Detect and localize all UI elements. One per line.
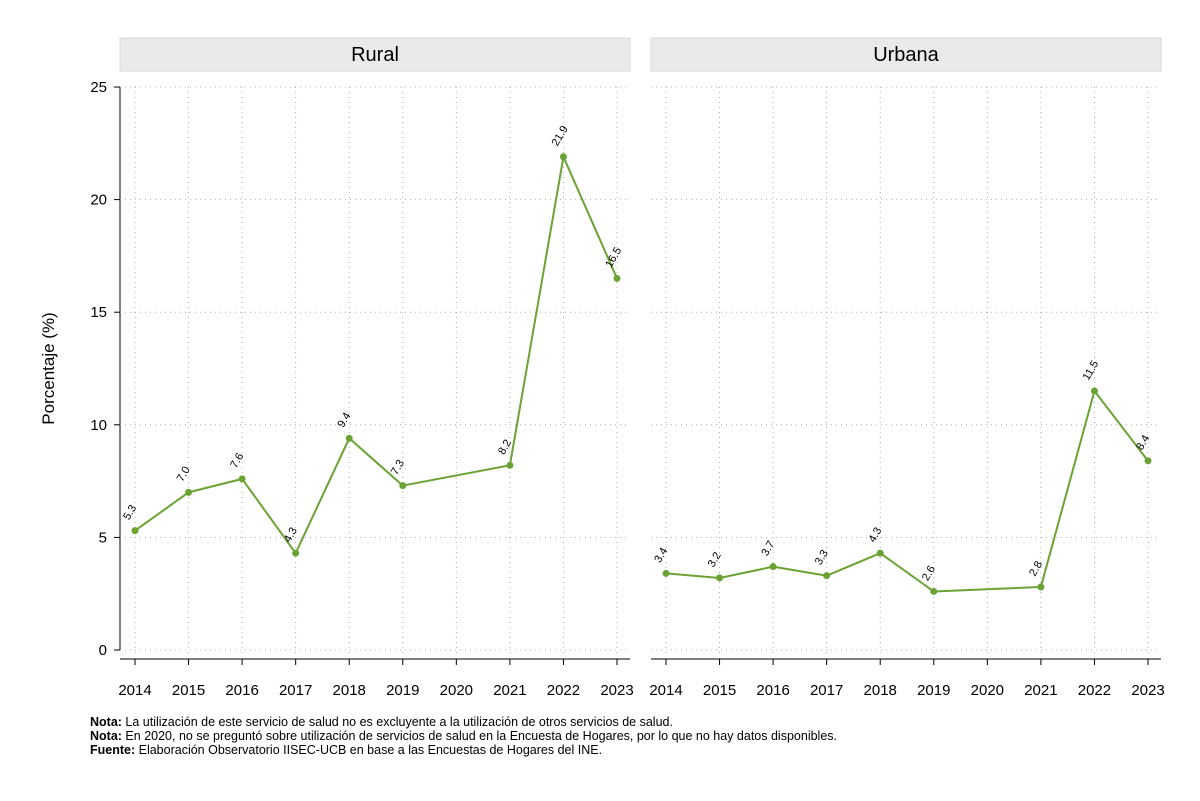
x-tick-label: 2017 [810, 682, 843, 699]
data-label: 7.6 [228, 451, 246, 470]
panel-header-1 [650, 37, 1162, 72]
x-tick-label: 2018 [333, 682, 366, 699]
data-label: 2.8 [1027, 559, 1045, 578]
y-tick-label: 0 [99, 642, 107, 659]
note-line-1: Nota: La utilización de este servicio de… [90, 715, 837, 729]
data-label: 7.0 [175, 465, 193, 484]
y-tick-label: 5 [99, 529, 107, 546]
data-point [823, 572, 831, 580]
x-tick-label: 2022 [1078, 682, 1111, 699]
x-tick-label: 2019 [917, 682, 950, 699]
note-label: Nota: [90, 729, 122, 743]
x-tick-label: 2021 [1024, 682, 1057, 699]
data-label: 21.9 [550, 124, 571, 149]
data-label: 2.6 [920, 564, 938, 583]
x-tick-label: 2014 [649, 682, 682, 699]
data-label: 4.3 [866, 525, 884, 544]
y-tick-label: 15 [90, 304, 107, 321]
data-point [1037, 583, 1045, 591]
data-point [876, 549, 884, 557]
data-point [662, 569, 670, 577]
data-label: 5.3 [121, 503, 139, 522]
x-tick-label: 2023 [1131, 682, 1164, 699]
data-point [1144, 457, 1152, 465]
data-label: 3.3 [813, 548, 831, 567]
data-point [769, 563, 777, 571]
x-tick-label: 2016 [225, 682, 258, 699]
data-label: 3.7 [759, 539, 777, 558]
data-label: 16.5 [603, 245, 624, 270]
series-line [665, 388, 1149, 593]
panel-header-0 [119, 37, 631, 72]
data-point [559, 153, 567, 161]
data-label: 8.4 [1134, 433, 1152, 452]
y-tick-label: 20 [90, 192, 107, 209]
x-tick-label: 2020 [971, 682, 1004, 699]
x-tick-label: 2014 [118, 682, 151, 699]
x-tick-label: 2015 [172, 682, 205, 699]
y-axis-label: Porcentaje (%) [39, 312, 58, 424]
y-tick-label: 10 [90, 417, 107, 434]
series-line [134, 153, 618, 556]
data-point [238, 475, 246, 483]
data-point [716, 574, 724, 582]
note-label: Nota: [90, 715, 122, 729]
data-label: 9.4 [335, 411, 353, 430]
data-label: 3.2 [706, 550, 724, 569]
data-label: 11.5 [1081, 359, 1102, 383]
data-label: 4.3 [282, 525, 300, 544]
data-label: 7.3 [389, 458, 407, 477]
data-point [345, 434, 353, 442]
data-point [506, 461, 514, 469]
note-line-2: Nota: En 2020, no se preguntó sobre util… [90, 729, 837, 743]
note-text: La utilización de este servicio de salud… [121, 715, 673, 729]
data-point [292, 549, 300, 557]
panel-title: Urbana [873, 44, 939, 66]
data-point [930, 587, 938, 595]
panel-title: Rural [351, 44, 399, 66]
source-line: Fuente: Elaboración Observatorio IISEC-U… [90, 743, 837, 757]
source-label: Fuente: [90, 743, 136, 757]
x-tick-label: 2020 [440, 682, 473, 699]
data-point [613, 274, 621, 282]
chart-notes: Nota: La utilización de este servicio de… [90, 715, 837, 757]
x-tick-label: 2021 [493, 682, 526, 699]
data-label: 3.4 [652, 546, 670, 565]
x-tick-label: 2015 [703, 682, 736, 699]
data-point [1090, 387, 1098, 395]
source-text: Elaboración Observatorio IISEC-UCB en ba… [135, 743, 603, 757]
x-tick-label: 2018 [864, 682, 897, 699]
data-point [399, 482, 407, 490]
data-point [185, 488, 193, 496]
y-tick-label: 25 [90, 79, 107, 96]
x-tick-label: 2019 [386, 682, 419, 699]
x-tick-label: 2016 [756, 682, 789, 699]
faceted-line-chart: Porcentaje (%) 0 5 10 15 20 25 Rural 2014 2015 201… [39, 37, 1165, 699]
x-tick-label: 2017 [279, 682, 312, 699]
x-tick-label: 2022 [547, 682, 580, 699]
x-tick-label: 2023 [600, 682, 633, 699]
data-point [131, 527, 139, 535]
note-text: En 2020, no se preguntó sobre utilizació… [121, 729, 837, 743]
